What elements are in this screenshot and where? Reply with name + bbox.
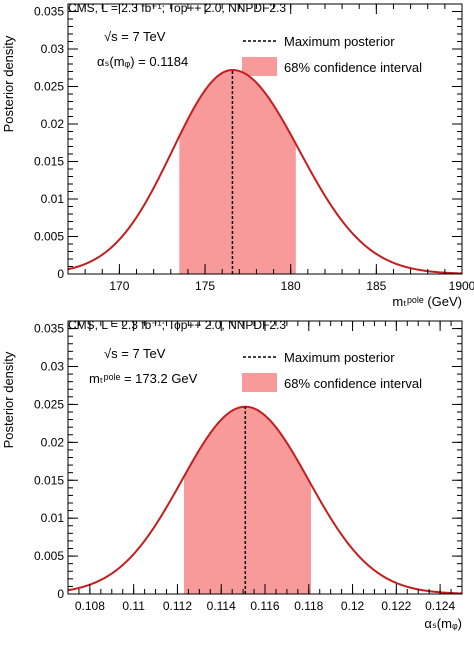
y-tick-label: 0.01: [41, 192, 65, 206]
x-tick-label: 0.122: [381, 599, 411, 613]
confidence-band: [179, 70, 296, 274]
info-param-bottom: mₜᵖᵒˡᵉ = 173.2 GeV: [89, 371, 198, 386]
y-tick-label: 0.03: [41, 360, 65, 374]
confidence-band: [184, 406, 311, 594]
x-tick-label: 180: [281, 279, 301, 293]
y-tick-label: 0.02: [41, 435, 65, 449]
posterior-curve: [67, 405, 463, 595]
y-tick-label: 0.035: [34, 5, 64, 19]
legend-label-max-bottom: Maximum posterior: [284, 350, 395, 365]
y-tick-label: 0.015: [34, 473, 64, 487]
x-tick-label: 0.116: [250, 599, 279, 613]
x-tick-label: 0.11: [122, 599, 145, 613]
x-tick-label: 0.114: [207, 599, 236, 613]
y-tick-label: 0.005: [34, 230, 64, 244]
bottom-panel: CMS, L = 2.3 fb⁻¹; Top++ 2.0, NNPDF2.3 P…: [1, 318, 463, 631]
y-tick-label: 0.03: [41, 42, 65, 56]
y-tick-label: 0.005: [34, 549, 64, 563]
info-param-top: αₛ(mᵩ) = 0.1184: [97, 54, 188, 69]
x-tick-label: 175: [195, 279, 215, 293]
x-tick-label: 0.124: [425, 599, 455, 613]
x-axis-label-top: mₜᵖᵒˡᵉ (GeV): [392, 294, 462, 309]
x-tick-label: 185: [366, 279, 386, 293]
legend-band-swatch-top: [242, 57, 277, 76]
top-panel: CMS, L = 2.3 fb⁻¹; Top++ 2.0, NNPDF2.3 P…: [1, 1, 474, 309]
info-energy-top: √s = 7 TeV: [104, 29, 166, 44]
y-tick-label: 0.025: [34, 397, 64, 411]
legend-label-ci-top: 68% confidence interval: [284, 60, 422, 75]
x-tick-label: 1900: [449, 279, 474, 293]
y-tick-label: 0.02: [41, 117, 65, 131]
cms-header-top: CMS, L = 2.3 fb⁻¹; Top++ 2.0, NNPDF2.3: [68, 1, 286, 15]
x-tick-label: 0.12: [341, 599, 365, 613]
y-axis-label-bottom: Posterior density: [1, 351, 16, 448]
legend-label-ci-bottom: 68% confidence interval: [284, 376, 422, 391]
info-energy-bottom: √s = 7 TeV: [104, 346, 166, 361]
y-tick-label: 0.015: [34, 155, 64, 169]
posterior-curve: [67, 68, 463, 275]
x-axis-label-bottom: αₛ(mᵩ): [424, 616, 462, 631]
x-tick-label: 0.108: [75, 599, 105, 613]
y-tick-label: 0: [57, 587, 64, 601]
legend-band-swatch-bottom: [242, 373, 277, 392]
legend-label-max-top: Maximum posterior: [284, 34, 395, 49]
y-tick-label: 0.025: [34, 80, 64, 94]
y-tick-label: 0.035: [34, 322, 64, 336]
x-tick-label: 170: [109, 279, 129, 293]
x-tick-label: 0.118: [294, 599, 323, 613]
y-axis-label-top: Posterior density: [1, 35, 16, 132]
y-tick-label: 0: [57, 267, 64, 281]
x-tick-label: 0.112: [163, 599, 192, 613]
y-tick-label: 0.01: [41, 511, 65, 525]
